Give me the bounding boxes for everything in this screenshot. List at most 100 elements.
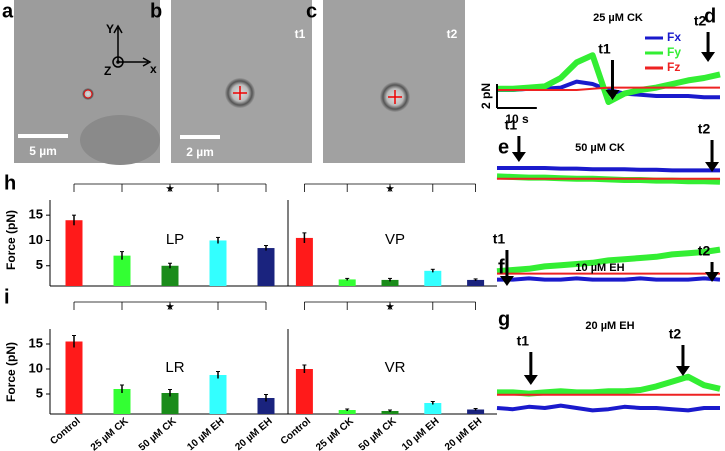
chart-title: 50 µM CK (575, 142, 625, 154)
annotation: t1 (505, 117, 518, 133)
axis-label: Y (106, 22, 114, 36)
panel-label: h (4, 172, 16, 194)
trace (497, 52, 721, 105)
arrow-head (675, 366, 690, 376)
bar (424, 270, 442, 286)
x-tick-label: 20 µM EH (443, 416, 484, 451)
trace (496, 403, 720, 413)
bar (338, 279, 356, 286)
chart-title: 10 µM EH (575, 262, 624, 274)
bar (209, 240, 227, 286)
chart-title: 25 µM CK (593, 12, 643, 24)
arrow-head (705, 162, 720, 172)
panel-label: f (498, 256, 505, 278)
panel-label: c (306, 0, 317, 22)
chart-title: 20 µM EH (585, 320, 634, 332)
legend-label: Fx (667, 30, 681, 44)
scale-bar (180, 135, 220, 139)
y-tick-label: 5 (36, 385, 43, 400)
x-tick-label: 25 µM CK (89, 415, 131, 451)
bar (467, 409, 485, 414)
significance: ★ (386, 183, 395, 193)
x-tick-label: 25 µM CK (314, 415, 356, 451)
bar (257, 248, 275, 286)
scale-bar (18, 134, 68, 138)
bead-marker (83, 89, 93, 99)
annotation: t1 (517, 333, 530, 349)
bead-marker (388, 90, 402, 104)
x-tick-label: 20 µM EH (233, 416, 274, 451)
axes-icon (112, 24, 152, 68)
time-label: t2 (447, 27, 458, 41)
bar (161, 265, 179, 286)
x-tick-label: 10 µM EH (400, 416, 441, 451)
y-axis-label: Force (pN) (4, 210, 18, 270)
group-label: LP (166, 231, 184, 248)
panel-label: e (498, 136, 509, 158)
scale-label: 2 µm (186, 145, 214, 159)
legend-label: Fy (667, 45, 681, 59)
group-label: VR (385, 359, 406, 376)
y-tick-label: 15 (29, 207, 43, 222)
scale-label: 10 s (505, 112, 529, 126)
annotation: t1 (493, 231, 506, 247)
annotation: t2 (669, 326, 682, 342)
arrow-head (499, 276, 514, 286)
trace (497, 166, 720, 173)
micrograph (323, 0, 465, 163)
cell-shade (80, 115, 160, 165)
x-tick-label: 50 µM CK (137, 415, 179, 451)
bar (113, 255, 131, 286)
panel-label: d (704, 5, 716, 27)
trace (497, 373, 721, 397)
bar (381, 279, 399, 286)
axis-label: x (150, 62, 157, 76)
x-tick-label: 50 µM CK (357, 415, 399, 451)
significance: ★ (166, 301, 175, 311)
y-axis-label: Force (pN) (4, 342, 18, 402)
bar (113, 389, 131, 414)
panel-label: a (2, 0, 14, 22)
bead-marker (233, 86, 247, 100)
annotation: t2 (698, 121, 711, 137)
panel-label: b (150, 0, 162, 22)
arrow-head (605, 90, 620, 100)
trace (497, 86, 720, 91)
annotation: t2 (694, 13, 707, 29)
y-tick-label: 10 (29, 360, 43, 375)
arrow-head (701, 52, 716, 62)
bar (467, 279, 485, 286)
y-tick-label: 15 (29, 335, 43, 350)
bar (161, 393, 179, 414)
arrow-head (705, 272, 720, 282)
group-label: LR (165, 359, 184, 376)
trace (496, 246, 721, 275)
x-tick-label: Control (48, 416, 82, 447)
annotation: t2 (698, 243, 711, 259)
x-tick-label: 10 µM EH (185, 416, 226, 451)
bar (209, 375, 227, 414)
x-tick-label: Control (279, 416, 313, 447)
y-tick-label: 5 (36, 257, 43, 272)
bar (338, 410, 356, 414)
axis-label: Z (104, 64, 111, 78)
trace (497, 276, 721, 282)
bar (65, 220, 83, 286)
bar (65, 341, 83, 414)
bar (257, 398, 275, 414)
significance: ★ (166, 183, 175, 193)
arrow-head (523, 375, 538, 385)
legend-label: Fz (667, 60, 680, 74)
arrow-head (511, 152, 526, 162)
bar (295, 237, 313, 286)
time-label: t1 (295, 27, 306, 41)
bar (381, 411, 399, 414)
y-tick-label: 10 (29, 232, 43, 247)
panel-label: g (498, 308, 510, 330)
significance: ★ (386, 301, 395, 311)
annotation: t1 (598, 41, 611, 57)
scale-label: 5 µm (29, 144, 57, 158)
scale-label: 2 pN (479, 83, 493, 109)
